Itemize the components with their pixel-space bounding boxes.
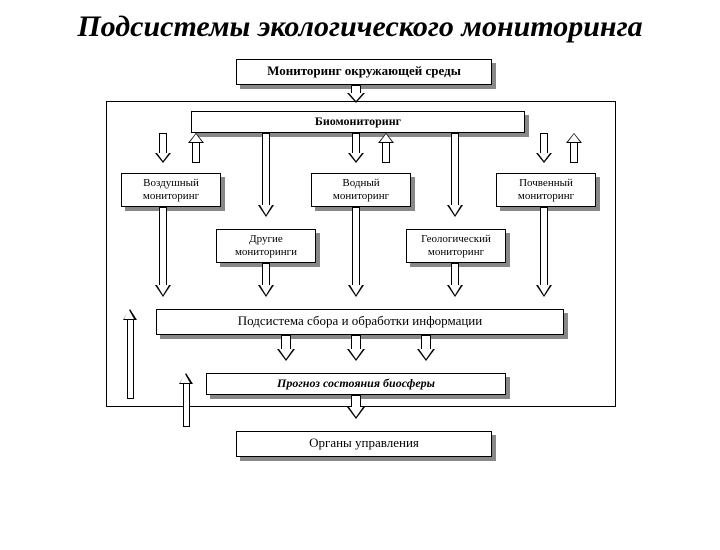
node-soil: Почвенный мониторинг	[496, 173, 596, 207]
node-org: Органы управления	[236, 431, 492, 457]
arrow-down	[451, 133, 459, 217]
node-other: Другие мониторинги	[216, 229, 316, 263]
arrow-down	[352, 133, 360, 163]
arrow-up	[570, 133, 578, 163]
arrow-down	[540, 133, 548, 163]
arrow-down	[421, 335, 431, 361]
node-water: Водный мониторинг	[311, 173, 411, 207]
arrow-up	[382, 133, 390, 163]
arrow-down	[351, 85, 361, 103]
arrow-up	[192, 133, 200, 163]
arrow-down	[281, 335, 291, 361]
arrow-down	[540, 207, 548, 297]
arrow-down	[262, 263, 270, 297]
node-env: Мониторинг окружающей среды	[236, 59, 492, 85]
arrow-up	[183, 373, 190, 427]
flowchart-diagram: Мониторинг окружающей среды Биомониторинг…	[66, 51, 654, 471]
node-air: Воздушный мониторинг	[121, 173, 221, 207]
arrow-down	[159, 207, 167, 297]
node-sub: Подсистема сбора и обработки информации	[156, 309, 564, 335]
node-geo: Геологический мониторинг	[406, 229, 506, 263]
arrow-down	[351, 395, 361, 419]
arrow-down	[262, 133, 270, 217]
node-prog: Прогноз состояния биосферы	[206, 373, 506, 395]
arrow-down	[451, 263, 459, 297]
arrow-down	[351, 335, 361, 361]
node-bio: Биомониторинг	[191, 111, 525, 133]
page-title: Подсистемы экологического мониторинга	[0, 10, 720, 45]
arrow-down	[159, 133, 167, 163]
arrow-up	[127, 309, 134, 399]
arrow-down	[352, 207, 360, 297]
